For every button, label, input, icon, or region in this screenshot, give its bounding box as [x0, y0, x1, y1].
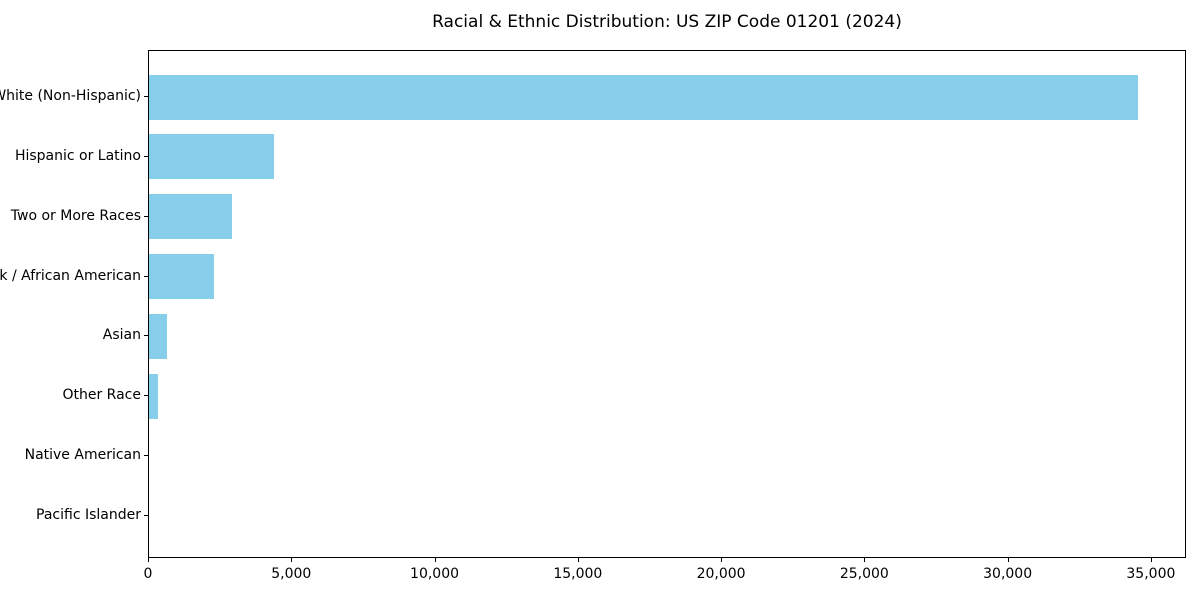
y-tick-label: Hispanic or Latino	[14, 147, 141, 164]
y-tick-label: Other Race	[62, 387, 141, 404]
bar-other-race	[149, 373, 158, 419]
y-tick-mark	[144, 215, 148, 217]
y-tick-label: Pacific Islander	[36, 507, 141, 523]
x-tick-label: 20,000	[696, 566, 746, 582]
x-tick-mark	[434, 558, 436, 562]
y-tick-mark	[144, 515, 148, 516]
x-tick-label: 15,000	[553, 566, 603, 582]
y-tick-label: Asian	[102, 327, 141, 344]
x-tick-mark	[291, 558, 293, 562]
y-tick-mark	[144, 395, 148, 397]
x-tick-label: 25,000	[839, 566, 889, 582]
x-tick-label: 35,000	[1126, 566, 1176, 582]
plot-area	[148, 50, 1186, 558]
bar-white-non-hispanic	[149, 74, 1138, 120]
x-tick-label: 5,000	[271, 566, 312, 582]
x-tick-mark	[864, 558, 866, 562]
bar-black-african-american	[149, 254, 215, 300]
y-tick-mark	[144, 335, 148, 337]
x-tick-mark	[1007, 558, 1009, 562]
chart-title: Racial & Ethnic Distribution: US ZIP Cod…	[432, 12, 902, 32]
x-tick-mark	[1150, 558, 1152, 562]
x-tick-label: 0	[143, 566, 153, 582]
y-tick-label: Native American	[24, 447, 141, 464]
x-tick-label: 30,000	[983, 566, 1033, 582]
y-tick-label: Two or More Races	[10, 207, 141, 224]
bar-asian	[149, 313, 167, 359]
x-tick-mark	[148, 558, 149, 562]
y-tick-label: White (Non-Hispanic)	[0, 88, 141, 104]
bar-hispanic-or-latino	[149, 134, 275, 180]
x-tick-label: 10,000	[410, 566, 460, 582]
y-tick-mark	[144, 96, 148, 97]
y-tick-mark	[144, 455, 148, 457]
x-tick-mark	[577, 558, 579, 562]
y-tick-mark	[144, 155, 148, 157]
bar-two-or-more-races	[149, 194, 233, 240]
y-tick-mark	[144, 275, 148, 277]
x-tick-mark	[721, 558, 723, 562]
y-tick-label: Black / African American	[0, 267, 141, 284]
